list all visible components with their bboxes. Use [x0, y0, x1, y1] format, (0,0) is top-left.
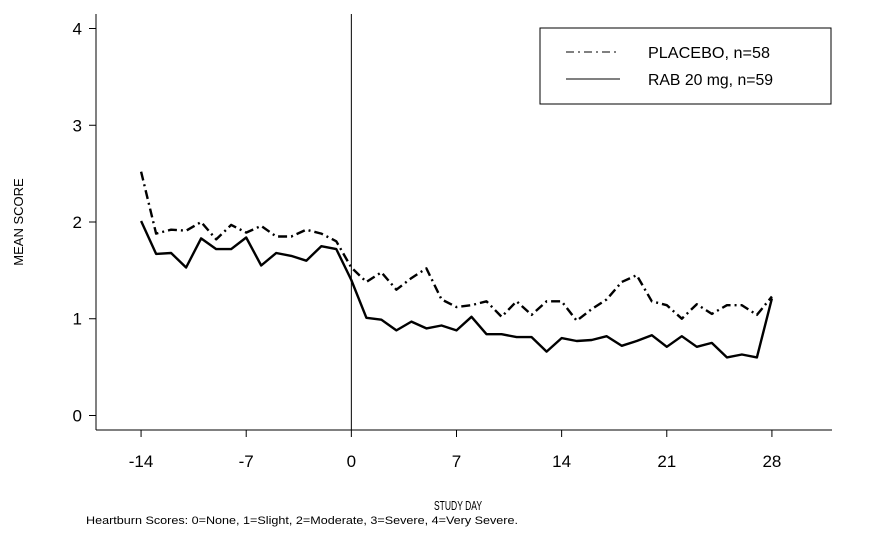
y-tick-label: 3 — [73, 116, 82, 135]
y-axis-ticks: 0 1 2 3 4 — [73, 20, 96, 425]
series-lines — [139, 171, 774, 359]
x-tick-label: 28 — [762, 452, 781, 471]
x-axis-title: STUDY DAY — [434, 498, 482, 513]
series-line-placebo — [139, 171, 773, 322]
x-tick-label: 0 — [347, 452, 356, 471]
x-tick-label: 7 — [452, 452, 461, 471]
legend-label-rab: RAB 20 mg, n=59 — [648, 72, 773, 89]
y-tick-label: 4 — [73, 20, 82, 39]
y-tick-label: 2 — [73, 213, 82, 232]
x-tick-label: 21 — [657, 452, 676, 471]
series-line-rab — [140, 220, 774, 359]
x-tick-label: -7 — [239, 452, 254, 471]
y-tick-label: 1 — [73, 310, 82, 329]
legend-label-placebo: PLACEBO, n=58 — [648, 45, 770, 62]
y-tick-label: 0 — [73, 406, 82, 425]
x-tick-label: -14 — [129, 452, 154, 471]
footnote-scale-legend: Heartburn Scores: 0=None, 1=Slight, 2=Mo… — [86, 515, 518, 527]
x-tick-label: 14 — [552, 452, 571, 471]
legend-box — [539, 27, 832, 105]
legend: PLACEBO, n=58 RAB 20 mg, n=59 — [539, 27, 832, 105]
x-axis-ticks: -14 -7 0 7 14 21 28 — [129, 430, 781, 471]
y-axis-title: MEAN SCORE — [11, 178, 26, 266]
